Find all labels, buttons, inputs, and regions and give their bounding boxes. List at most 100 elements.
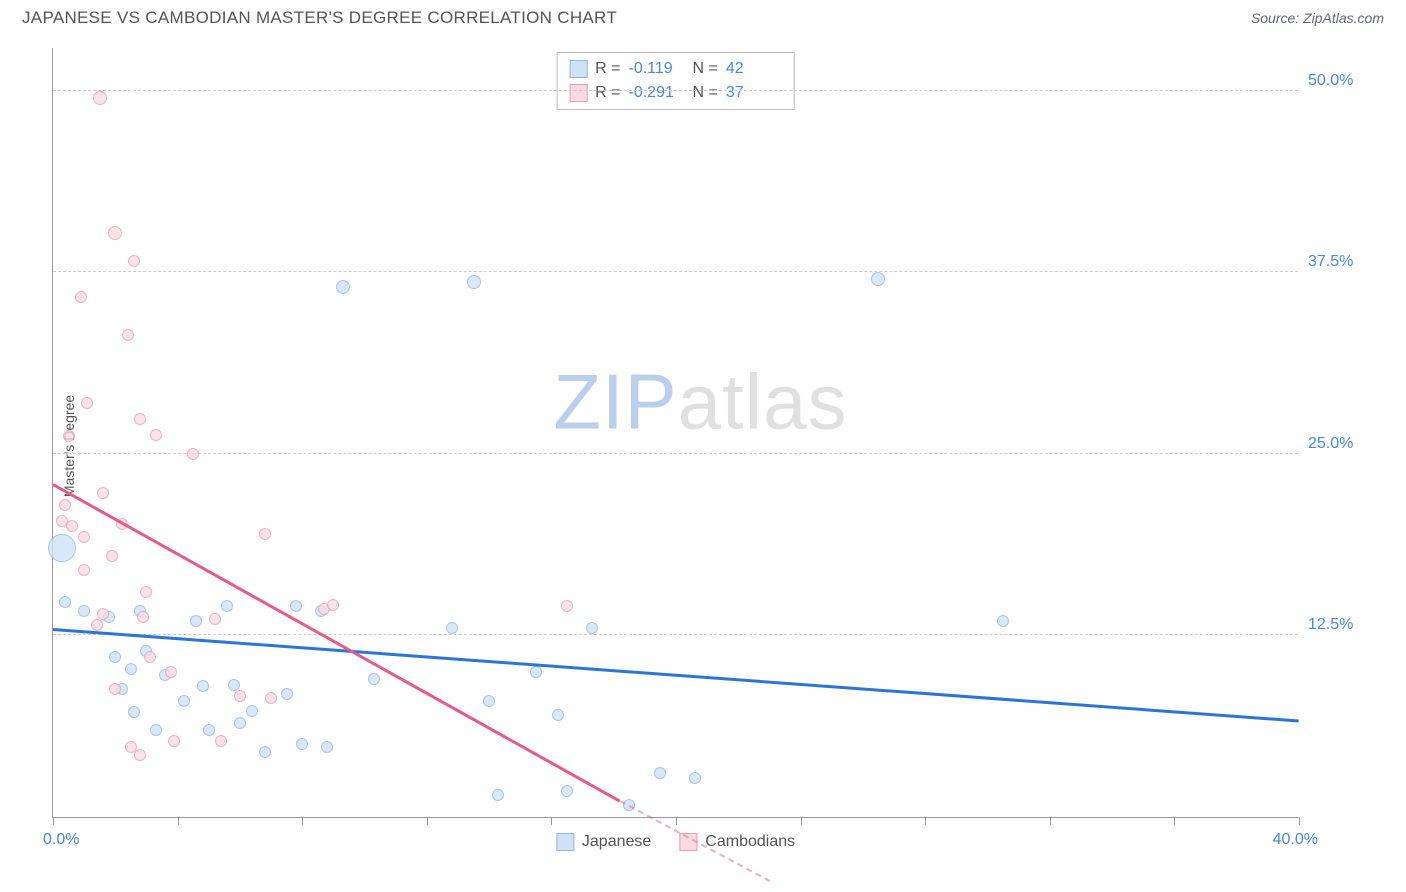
data-point bbox=[78, 564, 90, 576]
watermark-atlas: atlas bbox=[678, 357, 848, 445]
swatch-cambodian bbox=[569, 84, 587, 102]
swatch-japanese bbox=[569, 60, 587, 78]
legend-item-japanese: Japanese bbox=[556, 833, 651, 851]
data-point bbox=[234, 690, 246, 702]
data-point bbox=[296, 738, 308, 750]
stat-label-n: N = bbox=[693, 57, 718, 81]
y-tick-label: 37.5% bbox=[1308, 253, 1378, 271]
data-point bbox=[234, 717, 246, 729]
chart-header: JAPANESE VS CAMBODIAN MASTER'S DEGREE CO… bbox=[0, 0, 1406, 32]
swatch-japanese bbox=[556, 833, 574, 851]
data-point bbox=[446, 622, 458, 634]
x-tick-max: 40.0% bbox=[1273, 831, 1318, 849]
data-point bbox=[561, 600, 573, 612]
x-tick bbox=[801, 817, 802, 825]
data-point bbox=[134, 413, 146, 425]
data-point bbox=[246, 705, 258, 717]
data-point bbox=[259, 746, 271, 758]
data-point bbox=[140, 586, 152, 598]
x-tick bbox=[551, 817, 552, 825]
legend-label: Cambodians bbox=[705, 833, 795, 851]
x-tick bbox=[676, 817, 677, 825]
stat-label-r: R = bbox=[595, 57, 620, 81]
source-label: Source: ZipAtlas.com bbox=[1251, 10, 1384, 26]
legend-stats-row: R = -0.119 N = 42 bbox=[569, 57, 782, 81]
data-point bbox=[197, 680, 209, 692]
data-point bbox=[137, 611, 149, 623]
legend-label: Japanese bbox=[582, 833, 651, 851]
stat-label-r: R = bbox=[595, 81, 620, 105]
data-point bbox=[871, 272, 885, 286]
data-point bbox=[483, 695, 495, 707]
watermark-zip: ZIP bbox=[553, 357, 677, 445]
data-point bbox=[190, 615, 202, 627]
x-tick bbox=[1050, 817, 1051, 825]
data-point bbox=[109, 683, 121, 695]
gridline bbox=[53, 453, 1298, 454]
x-tick bbox=[1174, 817, 1175, 825]
data-point bbox=[134, 749, 146, 761]
data-point bbox=[530, 666, 542, 678]
data-point bbox=[221, 600, 233, 612]
data-point bbox=[108, 226, 122, 240]
data-point bbox=[492, 789, 504, 801]
x-tick-min: 0.0% bbox=[43, 831, 79, 849]
chart-title: JAPANESE VS CAMBODIAN MASTER'S DEGREE CO… bbox=[22, 8, 617, 28]
data-point bbox=[97, 487, 109, 499]
data-point bbox=[259, 528, 271, 540]
scatter-chart: ZIPatlas R = -0.119 N = 42 R = -0.291 N … bbox=[52, 48, 1298, 818]
data-point bbox=[203, 724, 215, 736]
data-point bbox=[168, 735, 180, 747]
data-point bbox=[368, 673, 380, 685]
y-tick-label: 25.0% bbox=[1308, 435, 1378, 453]
data-point bbox=[97, 608, 109, 620]
data-point bbox=[165, 666, 177, 678]
stat-r-japanese: -0.119 bbox=[629, 57, 685, 81]
data-point bbox=[689, 772, 701, 784]
legend-stats-row: R = -0.291 N = 37 bbox=[569, 81, 782, 105]
stat-n-japanese: 42 bbox=[726, 57, 782, 81]
data-point bbox=[128, 255, 140, 267]
data-point bbox=[150, 429, 162, 441]
data-point bbox=[59, 596, 71, 608]
data-point bbox=[178, 695, 190, 707]
data-point bbox=[561, 785, 573, 797]
legend-stats-box: R = -0.119 N = 42 R = -0.291 N = 37 bbox=[556, 52, 795, 110]
data-point bbox=[336, 280, 350, 294]
y-tick-label: 50.0% bbox=[1308, 72, 1378, 90]
gridline bbox=[53, 634, 1298, 635]
data-point bbox=[78, 605, 90, 617]
x-tick bbox=[925, 817, 926, 825]
data-point bbox=[63, 430, 75, 442]
x-tick bbox=[302, 817, 303, 825]
legend-series: Japanese Cambodians bbox=[556, 833, 795, 851]
data-point bbox=[281, 688, 293, 700]
data-point bbox=[290, 600, 302, 612]
data-point bbox=[321, 741, 333, 753]
data-point bbox=[91, 619, 103, 631]
data-point bbox=[109, 651, 121, 663]
data-point bbox=[144, 651, 156, 663]
gridline bbox=[53, 90, 1298, 91]
data-point bbox=[128, 706, 140, 718]
data-point bbox=[125, 663, 137, 675]
data-point bbox=[228, 679, 240, 691]
watermark: ZIPatlas bbox=[553, 356, 847, 447]
data-point bbox=[265, 692, 277, 704]
data-point bbox=[78, 531, 90, 543]
data-point bbox=[467, 275, 481, 289]
data-point bbox=[106, 550, 118, 562]
data-point bbox=[654, 767, 666, 779]
trend-line bbox=[53, 628, 1299, 723]
data-point bbox=[187, 448, 199, 460]
data-point bbox=[586, 622, 598, 634]
data-point bbox=[59, 499, 71, 511]
data-point bbox=[997, 615, 1009, 627]
data-point bbox=[81, 397, 93, 409]
data-point bbox=[122, 329, 134, 341]
data-point bbox=[48, 534, 76, 562]
x-tick bbox=[427, 817, 428, 825]
x-tick bbox=[178, 817, 179, 825]
x-tick bbox=[53, 817, 54, 825]
data-point bbox=[327, 599, 339, 611]
